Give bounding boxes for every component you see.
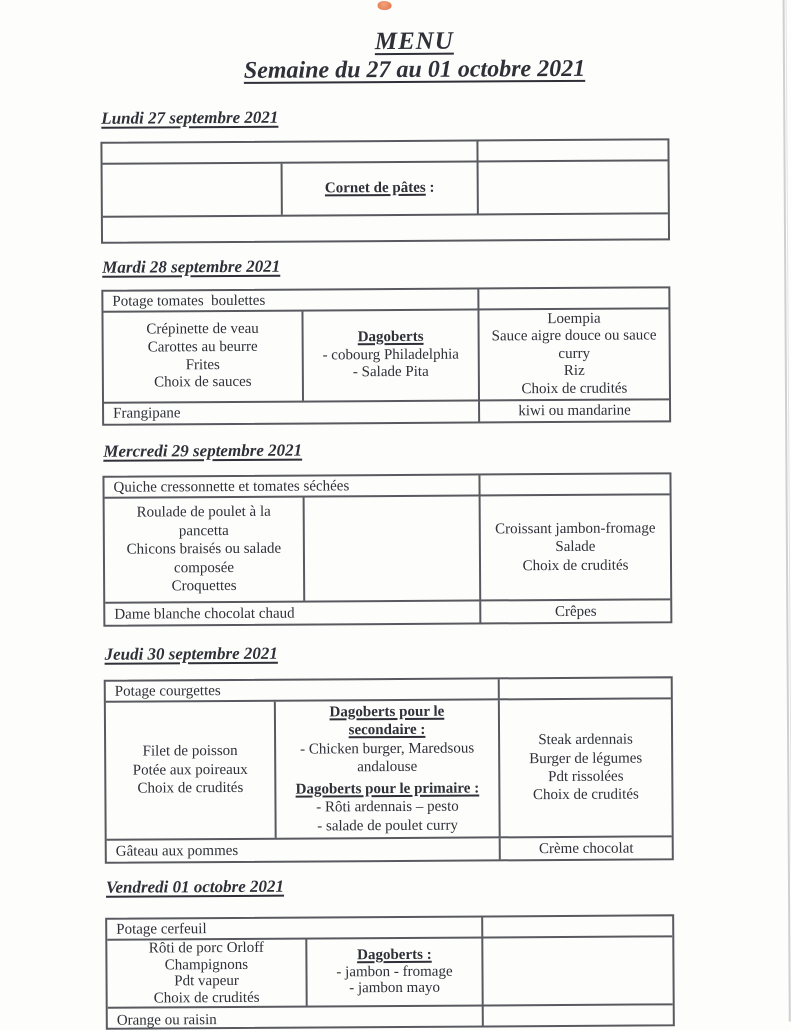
fruit-cell: Crêpes: [554, 603, 597, 620]
document-title-text: MENU: [374, 27, 454, 56]
menu-table-lundi: Cornet de pâtes :: [100, 138, 671, 244]
document-title: MENU: [0, 26, 788, 59]
alt-course-cell: [479, 161, 668, 213]
sandwich-cell: Dagoberts : - jambon - fromage - jambon …: [307, 938, 484, 1006]
menu-table-mardi: Potage tomates boulettes Crépinette de v…: [101, 286, 672, 426]
menu-line: Roulade de poulet à la pancetta: [136, 504, 271, 540]
dessert-cell: Frangipane: [104, 401, 481, 424]
menu-line: Frites: [185, 356, 220, 373]
menu-line: Choix de crudités: [153, 989, 260, 1006]
alt-course-cell: Loempia Sauce aigre douce ou sauce curry…: [479, 309, 669, 399]
menu-line: Potée aux poireaux: [132, 761, 248, 779]
menu-line: - salade de poulet curry: [317, 817, 459, 835]
soup-cell: Quiche cressonnette et tomates séchées: [104, 475, 481, 497]
fruit-cell: Crème chocolat: [538, 840, 634, 857]
main-course-cell: Filet de poisson Potée aux poireaux Choi…: [105, 701, 277, 839]
menu-line: Salade: [555, 539, 596, 556]
partial-logo-mark: [377, 1, 392, 11]
soup-right-cell: [500, 678, 671, 698]
menu-line: - jambon - fromage: [336, 963, 453, 981]
main-course-cell: Rôti de porc Orloff Champignons Pdt vape…: [107, 939, 308, 1007]
fruit-cell: kiwi ou mandarine: [518, 402, 631, 420]
main-course-cell: [102, 163, 283, 216]
menu-line: - jambon mayo: [349, 979, 441, 997]
dessert-cell: [103, 214, 668, 241]
dessert-cell: Dame blanche chocolat chaud: [105, 601, 482, 625]
menu-line: - Chicken burger, Maredsous andalouse: [300, 740, 475, 776]
day-heading-vendredi: Vendredi 01 octobre 2021: [105, 876, 285, 897]
menu-line: Riz: [563, 363, 585, 380]
menu-line: Croquettes: [171, 578, 237, 595]
dessert-cell: Gâteau aux pommes: [106, 838, 501, 862]
menu-line: - Salade Pita: [352, 364, 429, 381]
menu-line: Sauce aigre douce ou sauce curry: [491, 327, 657, 362]
soup-cell: Potage cerfeuil: [107, 917, 484, 939]
menu-line: Filet de poisson: [142, 743, 238, 760]
dessert-cell: Orange ou raisin: [107, 1006, 484, 1030]
soup-cell: Potage courgettes: [105, 679, 500, 701]
main-course-cell: Crépinette de veau Carottes au beurre Fr…: [103, 311, 305, 402]
menu-line: - Rôti ardennais – pesto: [316, 798, 459, 816]
sandwich-title: Dagoberts: [357, 328, 424, 346]
soup-right-cell: [480, 474, 669, 494]
document-subtitle-text: Semaine du 27 au 01 octobre 2021: [243, 55, 586, 84]
menu-table-jeudi: Potage courgettes Filet de poisson Potée…: [103, 676, 674, 864]
sandwich-title: Dagoberts :: [357, 947, 432, 964]
main-course-cell: Roulade de poulet à la pancetta Chicons …: [104, 497, 306, 602]
alt-course-cell: Steak ardennais Burger de légumes Pdt ri…: [500, 699, 672, 836]
menu-line: Crépinette de veau: [146, 321, 259, 338]
menu-line: Burger de légumes: [529, 750, 643, 767]
soup-right-cell: [478, 140, 667, 160]
sandwich-cell: Dagoberts - cobourg Philadelphia - Salad…: [303, 310, 481, 401]
menu-line: Carottes au beurre: [147, 338, 258, 356]
sandwich-title: Dagoberts pour le primaire :: [295, 780, 480, 798]
soup-cell: [102, 141, 479, 163]
menu-table-vendredi: Potage cerfeuil Rôti de porc Orloff Cham…: [105, 914, 675, 1030]
day-heading-mardi: Mardi 28 septembre 2021: [102, 256, 281, 277]
menu-line: Steak ardennais: [538, 731, 633, 749]
menu-line: Choix de sauces: [154, 373, 252, 391]
soup-cell: Potage tomates boulettes: [103, 289, 480, 311]
menu-line: Croissant jambon-fromage: [495, 520, 656, 538]
sandwich-title: Cornet de pâtes :: [324, 180, 435, 197]
soup-right-cell: [479, 288, 668, 308]
menu-line: Choix de crudités: [137, 780, 244, 797]
sandwich-title: Dagoberts pour le: [329, 703, 445, 721]
day-heading-lundi: Lundi 27 septembre 2021: [101, 107, 279, 128]
alt-course-cell: [483, 937, 672, 1004]
sandwich-title: secondaire :: [348, 722, 426, 739]
fruit-cell: [484, 1005, 673, 1029]
menu-line: Choix de crudités: [521, 380, 628, 398]
menu-line: Pdt vapeur: [174, 972, 239, 990]
sandwich-cell: Dagoberts pour le secondaire : - Chicken…: [275, 700, 501, 838]
menu-line: Chicons braisés ou salade composée: [126, 540, 282, 577]
sandwich-cell: Cornet de pâtes :: [282, 162, 479, 215]
menu-line: Rôti de porc Orloff: [148, 939, 264, 957]
day-heading-mercredi: Mercredi 29 septembre 2021: [103, 440, 303, 461]
alt-course-cell: Croissant jambon-fromage Salade Choix de…: [481, 495, 671, 599]
menu-line: Choix de crudités: [522, 557, 629, 574]
menu-line: Champignons: [164, 956, 249, 973]
menu-table-mercredi: Quiche cressonnette et tomates séchées R…: [102, 472, 673, 627]
menu-line: Choix de crudités: [532, 786, 639, 804]
day-heading-jeudi: Jeudi 30 septembre 2021: [104, 643, 278, 664]
menu-line: Loempia: [547, 310, 601, 327]
document-subtitle: Semaine du 27 au 01 octobre 2021: [0, 55, 788, 87]
menu-line: Pdt rissolées: [548, 768, 624, 786]
soup-right-cell: [483, 916, 672, 936]
sandwich-cell: [304, 496, 482, 601]
menu-line: - cobourg Philadelphia: [322, 346, 459, 364]
